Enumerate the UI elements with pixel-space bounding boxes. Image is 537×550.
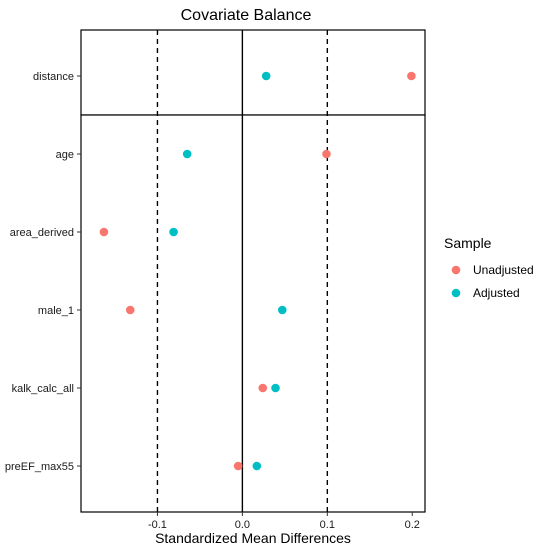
- x-tick-label-0-0: 0.0: [235, 519, 250, 531]
- x-axis: -0.1 0.0 0.1 0.2: [148, 512, 420, 531]
- point-adjusted-age: [182, 149, 192, 159]
- point-adjusted-distance: [261, 71, 271, 81]
- x-tick-label-0-1: -0.1: [148, 519, 167, 531]
- point-unadjusted-preef-max55: [233, 461, 243, 471]
- point-unadjusted-kalk-calc-all: [258, 383, 268, 393]
- reference-lines: [156, 30, 329, 512]
- legend-title: Sample: [444, 235, 492, 251]
- legend-marker-unadjusted: [451, 265, 461, 275]
- x-axis-title: Standardized Mean Differences: [155, 530, 351, 546]
- legend-items: Unadjusted Adjusted: [451, 263, 534, 300]
- point-adjusted-preef-max55: [252, 461, 262, 471]
- y-tick-label-kalk-calc-all: kalk_calc_all: [12, 383, 74, 395]
- y-tick-label-distance: distance: [33, 71, 74, 83]
- point-adjusted-male-1: [278, 305, 287, 315]
- point-unadjusted-age: [322, 149, 331, 159]
- y-axis: distance age area_derived male_1 kalk_calc_a…: [5, 71, 81, 473]
- chart-title: Covariate Balance: [181, 7, 312, 24]
- legend: Sample Unadjusted Adjusted: [444, 235, 534, 300]
- y-tick-label-preef-max55: preEF_max55: [5, 461, 74, 473]
- point-unadjusted-male-1: [125, 305, 135, 315]
- point-adjusted-kalk-calc-all: [271, 383, 280, 393]
- point-unadjusted-distance: [407, 71, 416, 81]
- y-tick-label-area-derived: area_derived: [10, 227, 74, 239]
- legend-label-adjusted: Adjusted: [473, 286, 520, 300]
- y-tick-label-age: age: [56, 149, 74, 161]
- legend-label-unadjusted: Unadjusted: [473, 263, 534, 277]
- point-unadjusted-area-derived: [99, 227, 109, 237]
- point-adjusted-area-derived: [169, 227, 178, 237]
- y-tick-label-male-1: male_1: [38, 305, 74, 317]
- x-tick-label-0-1: 0.1: [320, 519, 335, 531]
- x-tick-label-0-2: 0.2: [405, 519, 420, 531]
- covariates-panel: [80, 114, 426, 513]
- distance-panel: [80, 29, 426, 116]
- data-points: [99, 71, 416, 471]
- legend-marker-adjusted: [451, 288, 461, 298]
